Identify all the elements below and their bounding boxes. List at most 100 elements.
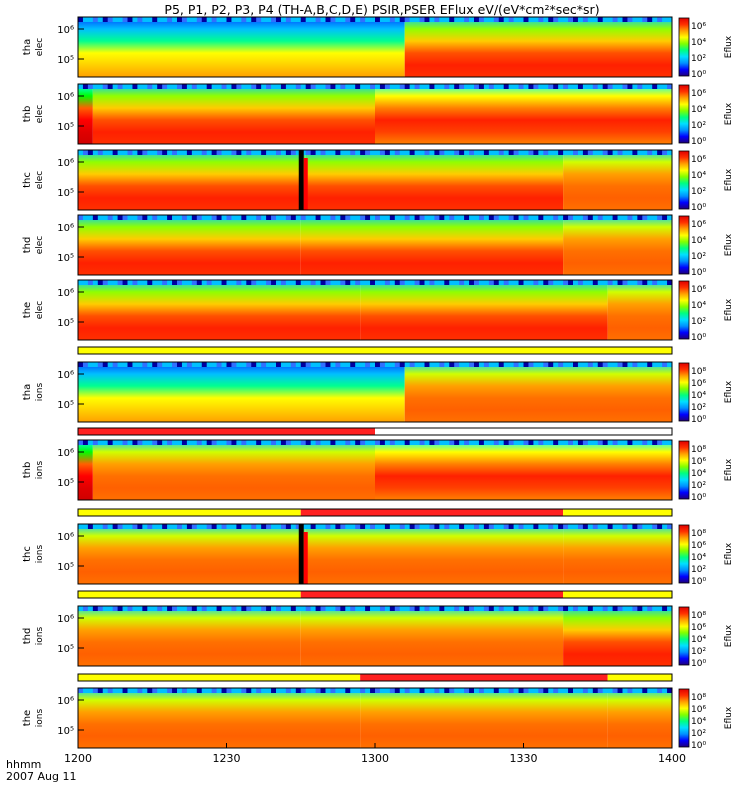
- noise-pixel: [211, 215, 217, 220]
- noise-pixel: [592, 17, 599, 22]
- noise-pixel: [157, 688, 163, 693]
- noise-pixel: [231, 524, 237, 529]
- noise-pixel: [577, 17, 584, 22]
- noise-pixel: [251, 280, 257, 285]
- noise-pixel: [592, 688, 599, 693]
- noise-pixel: [132, 524, 138, 529]
- y-tick-label: 10⁵: [57, 400, 74, 411]
- noise-pixel: [127, 524, 133, 529]
- noise-pixel: [181, 440, 188, 445]
- heatmap-segment: [563, 150, 672, 210]
- noise-pixel: [399, 524, 406, 529]
- noise-pixel: [597, 440, 604, 445]
- noise-pixel: [370, 84, 376, 89]
- noise-pixel: [424, 524, 430, 529]
- noise-pixel: [285, 215, 292, 220]
- noise-pixel: [78, 688, 84, 693]
- noise-pixel: [172, 362, 178, 367]
- noise-pixel: [647, 280, 653, 285]
- noise-pixel: [360, 362, 366, 367]
- noise-pixel: [310, 150, 316, 155]
- heatmap-segment: [78, 215, 301, 275]
- panel-frame: [77, 83, 673, 145]
- noise-pixel: [157, 17, 163, 22]
- colorbar-tick-label: 10⁴: [691, 171, 706, 181]
- noise-pixel: [459, 606, 465, 611]
- noise-pixel: [632, 215, 638, 220]
- noise-pixel: [528, 84, 534, 89]
- y-tick-label: 10⁵: [57, 318, 74, 329]
- noise-pixel: [142, 440, 148, 445]
- noise-pixel: [523, 17, 529, 22]
- noise-pixel: [617, 84, 623, 89]
- noise-pixel: [543, 362, 549, 367]
- noise-pixel: [419, 524, 425, 529]
- noise-pixel: [602, 280, 609, 285]
- panel-species-label: elec: [35, 38, 45, 57]
- noise-pixel: [612, 362, 618, 367]
- noise-pixel: [201, 150, 208, 155]
- noise-pixel: [117, 362, 123, 367]
- noise-pixel: [409, 440, 415, 445]
- noise-pixel: [444, 84, 450, 89]
- noise-pixel: [355, 84, 361, 89]
- mode-bar-frame: [77, 346, 673, 355]
- colorbar-tick-label: 10⁸: [691, 529, 706, 539]
- noise-pixel: [167, 215, 173, 220]
- noise-pixel: [647, 688, 653, 693]
- noise-pixel: [429, 17, 435, 22]
- noise-pixel: [261, 280, 267, 285]
- noise-pixel: [276, 524, 282, 529]
- noise-pixel: [548, 84, 554, 89]
- noise-pixel: [597, 150, 604, 155]
- noise-pixel: [612, 280, 618, 285]
- noise-pixel: [523, 84, 529, 89]
- noise-pixel: [78, 280, 84, 285]
- noise-pixel: [652, 524, 658, 529]
- colorbar-tick-label: 10²: [691, 121, 706, 131]
- noise-pixel: [652, 440, 658, 445]
- noise-pixel: [147, 215, 153, 220]
- noise-pixel: [409, 17, 415, 22]
- noise-pixel: [662, 84, 668, 89]
- noise-pixel: [414, 688, 420, 693]
- noise-pixel: [384, 17, 391, 22]
- noise-pixel: [652, 17, 658, 22]
- noise-pixel: [172, 280, 178, 285]
- noise-pixel: [107, 440, 114, 445]
- noise-pixel: [236, 280, 242, 285]
- noise-pixel: [493, 688, 500, 693]
- noise-pixel: [196, 688, 203, 693]
- colorbar-tick-label: 10²: [691, 54, 706, 64]
- panel-frame: [77, 523, 673, 585]
- noise-pixel: [325, 17, 331, 22]
- heatmap-segment: [78, 17, 405, 77]
- y-tick-label: 10⁵: [57, 562, 74, 573]
- noise-pixel: [177, 215, 183, 220]
- noise-pixel: [127, 606, 133, 611]
- noise-pixel: [201, 362, 208, 367]
- noise-pixel: [528, 150, 534, 155]
- noise-pixel: [528, 606, 534, 611]
- noise-pixel: [637, 84, 643, 89]
- noise-pixel: [241, 606, 247, 611]
- noise-pixel: [236, 84, 242, 89]
- noise-pixel: [241, 362, 247, 367]
- noise-pixel: [533, 688, 539, 693]
- noise-pixel: [231, 150, 237, 155]
- noise-pixel: [533, 524, 539, 529]
- noise-pixel: [82, 215, 89, 220]
- noise-pixel: [464, 84, 470, 89]
- time-axis: 1200 1230 1300 1330 1400: [64, 743, 686, 765]
- noise-pixel: [459, 440, 465, 445]
- noise-pixel: [152, 362, 158, 367]
- noise-pixel: [325, 524, 331, 529]
- noise-pixel: [652, 362, 658, 367]
- noise-pixel: [335, 84, 341, 89]
- noise-pixel: [389, 17, 396, 22]
- noise-pixel: [394, 606, 401, 611]
- noise-pixel: [186, 524, 193, 529]
- y-tick-label: 10⁵: [57, 188, 74, 199]
- noise-pixel: [290, 84, 297, 89]
